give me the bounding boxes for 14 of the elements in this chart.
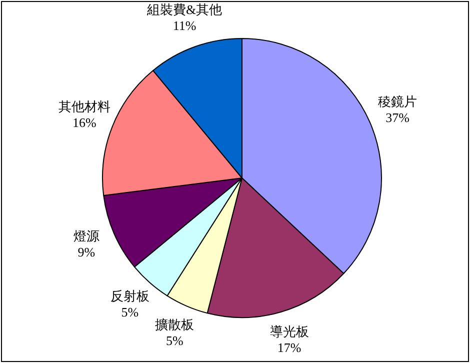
data-label: 37% (386, 110, 410, 126)
slice-label: 稜鏡片 (378, 94, 418, 110)
data-label: 17% (277, 340, 302, 356)
data-label: 5% (166, 332, 184, 348)
slice-label: 其他材料 (58, 99, 110, 114)
slice-label: 組裝費&其他 (146, 2, 222, 17)
data-label: 5% (121, 304, 139, 320)
slice-label: 燈源 (73, 228, 100, 244)
data-label: 9% (78, 244, 96, 260)
data-label: 11% (172, 18, 196, 33)
slice-label: 導光板 (270, 324, 309, 340)
slice-label: 反射板 (110, 288, 150, 304)
slice-label: 擴散板 (155, 316, 194, 332)
data-label: 16% (72, 115, 96, 130)
